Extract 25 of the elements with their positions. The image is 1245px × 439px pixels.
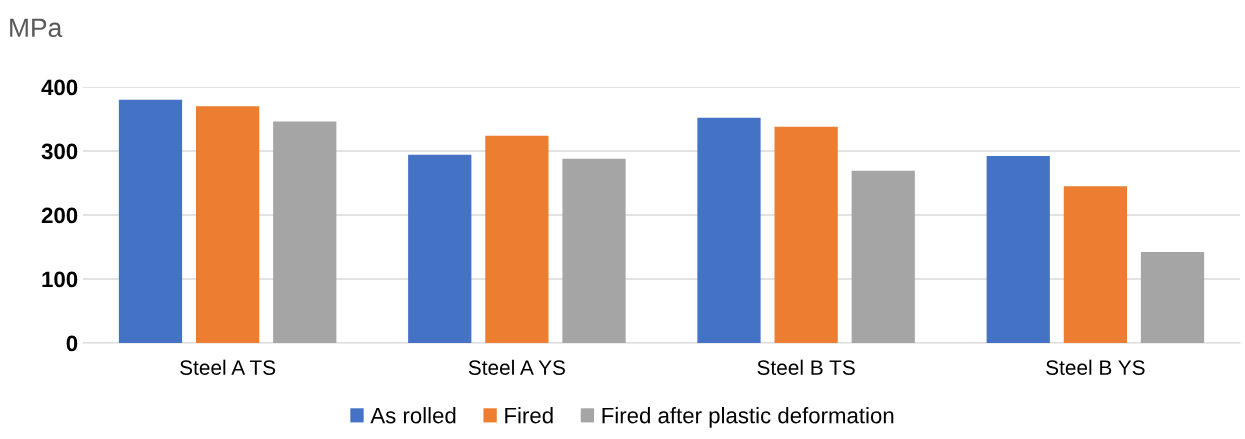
y-tick-label: 200	[41, 207, 78, 224]
x-tick-label: Steel A TS	[180, 359, 276, 375]
y-tick-label: 300	[41, 143, 78, 160]
bar	[273, 121, 337, 343]
bar	[986, 156, 1050, 343]
y-tick-label: 100	[42, 271, 78, 288]
bar	[485, 135, 549, 343]
bar	[196, 106, 260, 343]
legend-label: Fired after plastic deformation	[602, 407, 894, 428]
x-tick-label: Steel B TS	[757, 359, 855, 375]
y-tick-label: 0	[66, 335, 78, 352]
x-tick-label: Steel B YS	[1046, 359, 1145, 375]
bar	[774, 126, 838, 343]
bar	[562, 158, 626, 343]
legend-label: As rolled	[370, 407, 456, 424]
bar	[851, 170, 915, 343]
x-tick-label: Steel A YS	[468, 359, 565, 375]
y-axis-title: MPa	[10, 18, 63, 38]
y-tick-label: 400	[41, 79, 78, 96]
bar	[1140, 252, 1205, 343]
bar	[118, 99, 183, 343]
bar	[697, 117, 761, 343]
bar	[408, 154, 472, 343]
legend-label: Fired	[505, 407, 553, 424]
bar	[1063, 186, 1127, 343]
